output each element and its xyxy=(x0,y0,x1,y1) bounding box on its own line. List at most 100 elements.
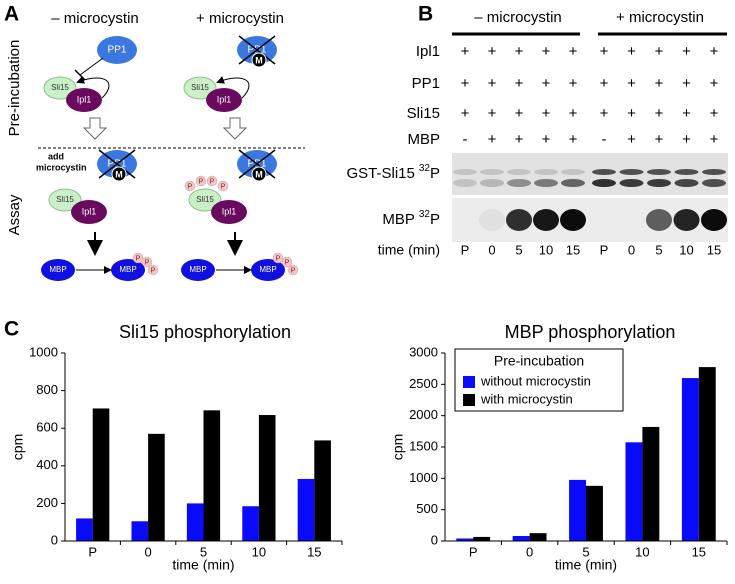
protein xyxy=(97,36,137,64)
protein xyxy=(183,76,217,100)
band xyxy=(533,209,559,231)
inhibitor-label: M xyxy=(255,169,263,179)
condition-header: – microcystin xyxy=(474,9,562,26)
band xyxy=(561,169,585,175)
phosphate-label: P xyxy=(188,183,193,190)
band xyxy=(592,169,616,175)
band xyxy=(506,209,532,231)
column-title: + microcystin xyxy=(196,10,284,27)
y-tick-label: 600 xyxy=(36,420,58,435)
protein-label: MBP xyxy=(119,265,136,274)
row-label: Pre-incubation xyxy=(6,40,23,137)
panel-letter: A xyxy=(4,3,19,26)
feedback-arrow xyxy=(216,76,250,99)
x-tick-label: 10 xyxy=(635,544,649,559)
lane-sign: + xyxy=(655,131,664,148)
inhibitor-label: M xyxy=(115,169,123,179)
lane-time: 10 xyxy=(539,242,553,257)
bar xyxy=(698,367,716,541)
lane-sign: + xyxy=(569,43,578,60)
lane-sign: + xyxy=(655,105,664,122)
row-label: Ipl1 xyxy=(416,43,440,60)
legend-swatch xyxy=(463,376,475,388)
bar xyxy=(642,426,660,541)
y-tick-label: 200 xyxy=(36,495,58,510)
y-axis-label: cpm xyxy=(390,434,406,460)
lane-sign: + xyxy=(710,43,719,60)
phosphate xyxy=(217,180,229,192)
y-tick-label: 400 xyxy=(36,457,58,472)
lane-sign: + xyxy=(461,43,470,60)
phosphate-label: P xyxy=(291,267,296,274)
row-label: MBP xyxy=(407,131,440,148)
x-tick-label: 15 xyxy=(307,544,321,559)
protein xyxy=(211,200,247,224)
condition-header: + microcystin xyxy=(616,9,704,26)
blot-label-name: MBP xyxy=(382,211,415,228)
y-axis-label: cpm xyxy=(10,434,26,460)
phosphate xyxy=(272,252,284,264)
blot-label-isotope: 32 xyxy=(419,163,431,174)
bar xyxy=(148,433,165,541)
lane-time: 15 xyxy=(566,242,580,257)
protein-label: Sli15 xyxy=(191,83,209,92)
protein-label: Sli15 xyxy=(196,195,214,204)
phosphate xyxy=(195,175,207,187)
column-title: – microcystin xyxy=(51,10,139,27)
lane-sign: + xyxy=(627,75,636,92)
lane-sign: + xyxy=(600,105,609,122)
lane-sign: + xyxy=(515,131,524,148)
protein xyxy=(111,259,145,281)
protein-label: Ipl1 xyxy=(77,94,92,104)
band xyxy=(674,169,699,175)
lane-sign: + xyxy=(542,131,551,148)
bar xyxy=(625,442,643,541)
lane-sign: + xyxy=(461,75,470,92)
x-tick-label: 0 xyxy=(526,544,533,559)
protein xyxy=(43,76,77,100)
lane-sign: + xyxy=(515,43,524,60)
protein-label: Ipl1 xyxy=(222,206,237,216)
bar xyxy=(681,378,699,541)
band xyxy=(647,179,671,187)
lane-sign: + xyxy=(682,105,691,122)
y-tick-label: 1500 xyxy=(409,438,438,453)
blot-label-name: GST-Sli15 xyxy=(347,165,415,182)
protein-label: MBP xyxy=(49,265,66,274)
inhibitor-label: M xyxy=(255,55,263,65)
protein xyxy=(188,188,222,212)
band xyxy=(534,169,558,175)
lane-sign: + xyxy=(569,105,578,122)
lane-sign: + xyxy=(515,105,524,122)
y-tick-label: 1000 xyxy=(409,470,438,485)
lane-sign: + xyxy=(710,131,719,148)
phosphate-label: P xyxy=(210,178,215,185)
feedback-arrow xyxy=(76,76,110,99)
band xyxy=(647,169,671,175)
protein xyxy=(66,88,102,112)
band xyxy=(646,209,672,231)
x-tick-label: P xyxy=(88,544,97,559)
lane-sign: + xyxy=(710,105,719,122)
chart-title: MBP phosphorylation xyxy=(505,322,676,342)
lane-sign: - xyxy=(602,131,607,148)
phosphate xyxy=(132,252,144,264)
phosphate xyxy=(184,180,196,192)
phosphate-label: P xyxy=(285,259,290,266)
bar xyxy=(586,485,603,541)
bar xyxy=(569,479,586,541)
lane-sign: + xyxy=(600,75,609,92)
band xyxy=(534,179,558,187)
lane-time: 0 xyxy=(628,242,635,257)
lane-sign: + xyxy=(569,75,578,92)
phosphate-label: P xyxy=(151,267,156,274)
inhibitor xyxy=(251,166,267,182)
lane-sign: + xyxy=(600,43,609,60)
lane-time: 0 xyxy=(488,242,495,257)
band xyxy=(560,209,586,231)
band xyxy=(702,169,726,175)
band xyxy=(480,179,504,187)
band xyxy=(701,209,727,231)
step-arrow xyxy=(82,117,108,140)
